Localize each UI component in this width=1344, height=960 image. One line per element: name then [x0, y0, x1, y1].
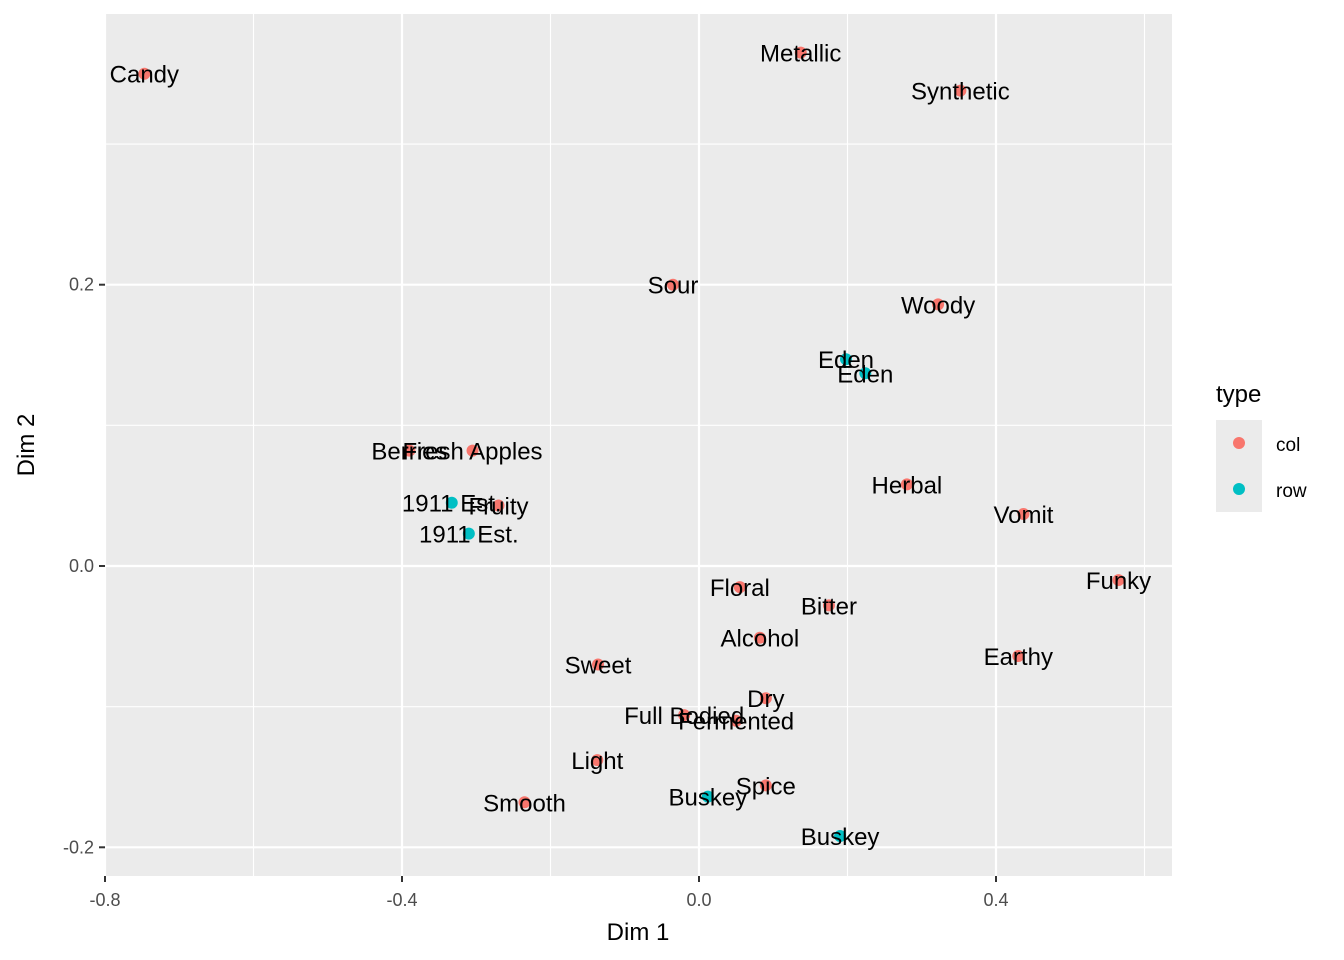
- data-label: Funky: [1086, 568, 1151, 595]
- data-label: Sweet: [565, 652, 632, 679]
- data-point-row: [834, 830, 847, 843]
- x-tick-label: -0.8: [89, 890, 120, 910]
- y-tick-label: -0.2: [63, 837, 94, 857]
- data-label: Metallic: [760, 41, 841, 68]
- data-point-col: [1017, 507, 1030, 520]
- x-axis-title: Dim 1: [607, 919, 670, 946]
- data-label: Buskey: [669, 785, 748, 812]
- data-label: Candy: [110, 62, 179, 89]
- data-label: Dry: [747, 686, 784, 713]
- data-label: Earthy: [984, 644, 1053, 671]
- data-point-col: [822, 599, 835, 612]
- data-label: Full Bodied: [624, 703, 744, 730]
- x-axis: -0.8 -0.4 0.0 0.4: [89, 876, 1009, 910]
- data-point-col: [466, 444, 479, 457]
- data-point-col: [403, 444, 416, 457]
- data-point-col: [954, 84, 967, 97]
- data-label: Bitter: [801, 593, 857, 620]
- legend-key-row: [1233, 483, 1245, 495]
- data-point-col: [138, 67, 151, 80]
- data-point-col: [733, 581, 746, 594]
- y-tick-label: 0.0: [69, 556, 94, 576]
- data-label: Buskey: [801, 824, 880, 851]
- plot-panel: [105, 14, 1172, 876]
- x-tick-label: 0.4: [983, 890, 1008, 910]
- data-point-col: [667, 278, 680, 291]
- point-labels: CandyMetallicSyntheticSourWoodyBerriesFr…: [110, 41, 1152, 851]
- data-points: [138, 46, 1125, 843]
- data-label: Synthetic: [911, 79, 1010, 106]
- data-label: Fermented: [678, 709, 794, 736]
- data-point-row: [701, 790, 714, 803]
- legend-label-col: col: [1276, 435, 1300, 456]
- grid-minor: [105, 14, 1172, 876]
- data-label: Woody: [901, 292, 975, 319]
- data-point-col: [900, 478, 913, 491]
- x-tick-label: -0.4: [386, 890, 417, 910]
- data-label: Vomit: [993, 502, 1053, 529]
- data-label: 1911 Est.: [402, 491, 502, 518]
- legend-label-row: row: [1276, 481, 1307, 502]
- data-label: Eden: [837, 361, 893, 388]
- data-label: Eden: [818, 347, 874, 374]
- data-label: Fruity: [469, 494, 529, 521]
- data-point-row: [840, 353, 853, 366]
- legend: type col row: [1216, 381, 1307, 512]
- data-label: Smooth: [483, 790, 566, 817]
- y-axis: -0.2 0.0 0.2: [63, 275, 105, 857]
- data-point-col: [678, 709, 691, 722]
- data-point-col: [591, 754, 604, 767]
- data-point-col: [592, 658, 605, 671]
- data-label: Fresh Apples: [402, 439, 542, 466]
- data-point-col: [730, 714, 743, 727]
- data-point-col: [759, 779, 772, 792]
- y-axis-title: Dim 2: [13, 414, 40, 477]
- data-label: 1911 Est.: [419, 522, 519, 549]
- grid-major: [103, 14, 1172, 876]
- x-tick-label: 0.0: [686, 890, 711, 910]
- data-label: Sour: [648, 273, 699, 300]
- data-point-row: [462, 527, 475, 540]
- data-point-col: [794, 46, 807, 59]
- data-label: Spice: [736, 773, 796, 800]
- data-point-col: [518, 796, 531, 809]
- legend-key-col: [1233, 437, 1245, 449]
- data-label: Floral: [710, 575, 770, 602]
- data-point-col: [932, 298, 945, 311]
- y-tick-label: 0.2: [69, 275, 94, 295]
- data-point-col: [1112, 574, 1125, 587]
- data-label: Light: [571, 748, 623, 775]
- data-label: Alcohol: [721, 626, 800, 653]
- data-point-row: [445, 496, 458, 509]
- data-label: Berries: [371, 439, 447, 466]
- data-point-row: [859, 367, 872, 380]
- data-label: Herbal: [872, 472, 943, 499]
- data-point-col: [759, 692, 772, 705]
- data-point-col: [1012, 650, 1025, 663]
- data-point-col: [492, 499, 505, 512]
- data-point-col: [753, 631, 766, 644]
- legend-title: type: [1216, 381, 1261, 408]
